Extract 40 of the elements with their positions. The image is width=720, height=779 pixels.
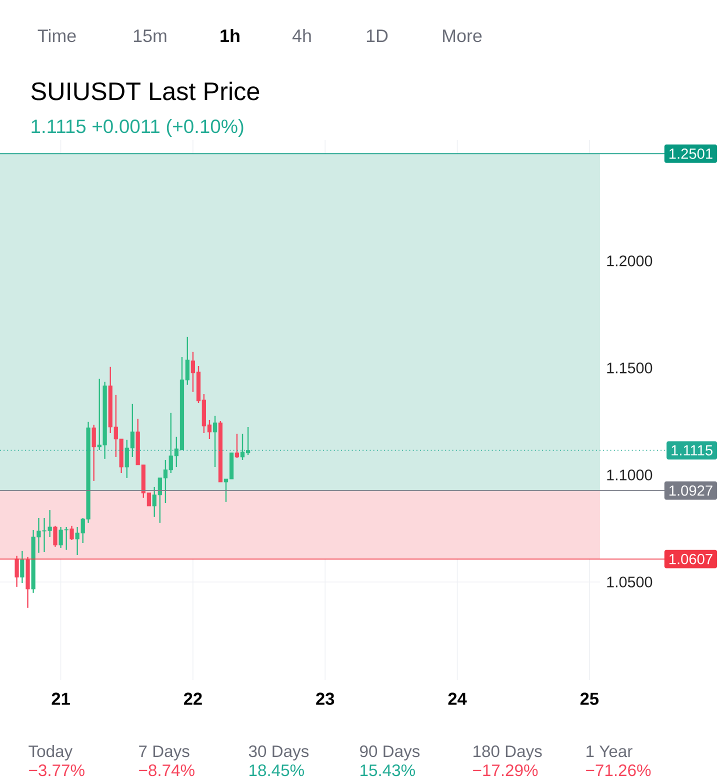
text: 90 Days [360, 745, 420, 760]
y-tick-label: 1.1000 [607, 470, 652, 480]
x-tick-label: 21 [52, 692, 70, 705]
chart-title: SUIUSDT Last Price [31, 82, 260, 100]
candlestick [14, 555, 19, 588]
text: −71.26% [586, 764, 651, 776]
x-tick-label: 25 [580, 692, 599, 705]
text: Today [28, 744, 73, 760]
text: 15.43% [360, 764, 415, 776]
text: Time [38, 28, 76, 42]
x-tick-label: 22 [184, 692, 202, 705]
text: −8.74% [139, 764, 194, 776]
candlestick [212, 415, 218, 468]
text: 30 Days [248, 745, 309, 760]
x-tick-label: 24 [448, 692, 467, 705]
y-tick-label: 1.2000 [607, 256, 652, 266]
ref-line-label: 1.0607 [669, 554, 712, 564]
text: 1h [220, 28, 240, 42]
text: 7 Days [139, 746, 190, 760]
text: More [443, 30, 482, 42]
text: 1 Year [586, 746, 632, 758]
text: 180 Days [474, 745, 542, 760]
ref-line-label: 1.1115 [672, 445, 712, 456]
ref-line-label: 1.0927 [669, 485, 712, 496]
candlestick [53, 525, 58, 548]
y-tick-label: 1.0500 [607, 576, 652, 588]
text: −17.29% [473, 764, 538, 776]
text: −3.77% [29, 764, 84, 776]
text: 18.45% [250, 764, 304, 776]
candlestick [20, 550, 24, 584]
text: 1D [366, 30, 388, 42]
text: 4h [292, 28, 311, 42]
candlestick [234, 433, 240, 459]
chart-subtitle: 1.1115 +0.0011 (+0.10%) [32, 119, 244, 137]
y-tick-label: 1.1500 [607, 362, 652, 374]
ref-line-label: 1.2501 [669, 148, 712, 159]
candlestick [92, 424, 96, 482]
candlestick [70, 525, 74, 541]
x-tick-label: 23 [316, 692, 334, 705]
text: 15m [134, 30, 166, 42]
